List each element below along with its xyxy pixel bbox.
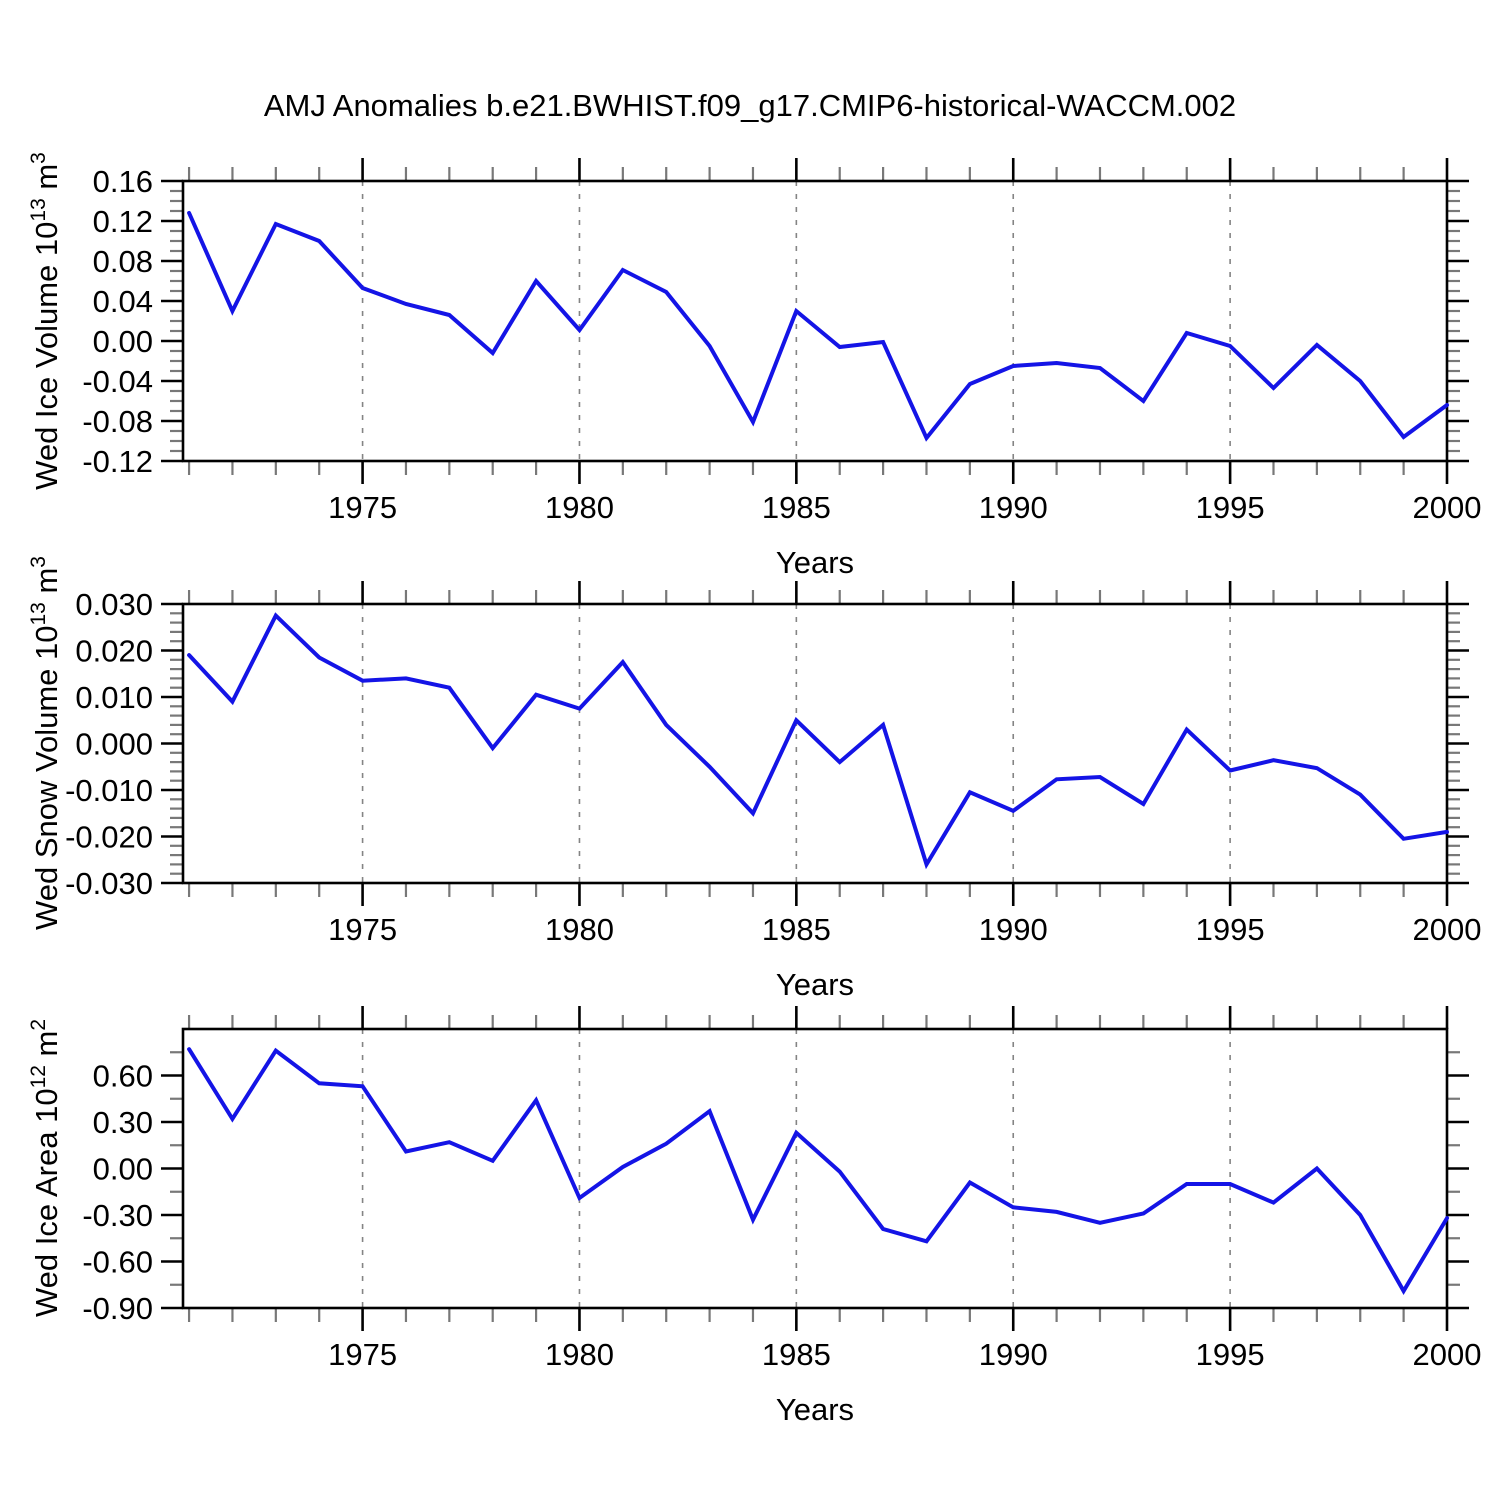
x-tick-label: 1990: [979, 490, 1048, 525]
y-tick-label: 0.04: [93, 284, 153, 319]
x-axis-title: Years: [776, 545, 854, 580]
x-tick-label: 1980: [545, 490, 614, 525]
panel-snow-volume: 1975 1980 1985 1990 1995 2000 0.030 0.020 0.010 0…: [65, 581, 1481, 1002]
axis-box: [181, 179, 1449, 463]
chart-title: AMJ Anomalies b.e21.BWHIST.f09_g17.CMIP6…: [263, 88, 1237, 123]
y-tick-label: 0.12: [93, 204, 153, 239]
y-tick-label: 0.08: [93, 244, 153, 279]
x-tick-label: 1975: [328, 1337, 397, 1372]
y-tick-label: -0.04: [82, 364, 153, 399]
x-tick-label: 1985: [762, 912, 831, 947]
x-tick-label: 1980: [545, 912, 614, 947]
y-tick-label: -0.60: [82, 1245, 153, 1280]
y-tick-label: 0.020: [75, 634, 153, 669]
y-tick-label: -0.020: [65, 820, 153, 855]
x-tick-label: 1975: [328, 912, 397, 947]
x-tick-label: 1975: [328, 490, 397, 525]
axis-box: [181, 1027, 1449, 1310]
panel-ice-volume: 1975 1980 1985 1990 1995 2000 0.16 0.12 0.08 0.04…: [82, 158, 1481, 580]
data-line-ice-volume: [187, 211, 1449, 442]
y-tick-label: 0.00: [93, 1152, 153, 1187]
y-tick-label: 0.030: [75, 587, 153, 622]
y-tick-label: 0.00: [93, 324, 153, 359]
data-line-snow-volume: [187, 612, 1449, 870]
axis-box: [181, 602, 1449, 885]
x-tick-label: 1990: [979, 1337, 1048, 1372]
x-tick-label: 1985: [762, 1337, 831, 1372]
x-tick-label: 1980: [545, 1337, 614, 1372]
data-line-ice-area: [187, 1047, 1449, 1295]
y-tick-label: 0.000: [75, 727, 153, 762]
y-tick-label: 0.60: [93, 1059, 153, 1094]
y-tick-label: 0.16: [93, 164, 153, 199]
x-tick-label: 2000: [1413, 912, 1482, 947]
x-tick-label: 2000: [1413, 1337, 1482, 1372]
y-tick-label: 0.30: [93, 1105, 153, 1140]
x-tick-label: 1995: [1196, 490, 1265, 525]
x-tick-label: 2000: [1413, 490, 1482, 525]
panel-ice-area: 1975 1980 1985 1990 1995 2000 0.60 0.30 0.00 -0.3…: [82, 1006, 1481, 1427]
y-tick-label: -0.010: [65, 773, 153, 808]
y-tick-label: -0.12: [82, 444, 153, 479]
x-tick-label: 1995: [1196, 912, 1265, 947]
x-axis-title: Years: [776, 967, 854, 1002]
x-axis-title: Years: [776, 1392, 854, 1427]
x-tick-label: 1990: [979, 912, 1048, 947]
x-tick-label: 1995: [1196, 1337, 1265, 1372]
y-tick-label: 0.010: [75, 680, 153, 715]
y-tick-label: -0.30: [82, 1198, 153, 1233]
y-tick-label: -0.90: [82, 1291, 153, 1326]
y-tick-label: -0.08: [82, 404, 153, 439]
x-tick-label: 1985: [762, 490, 831, 525]
y-tick-label: -0.030: [65, 866, 153, 901]
